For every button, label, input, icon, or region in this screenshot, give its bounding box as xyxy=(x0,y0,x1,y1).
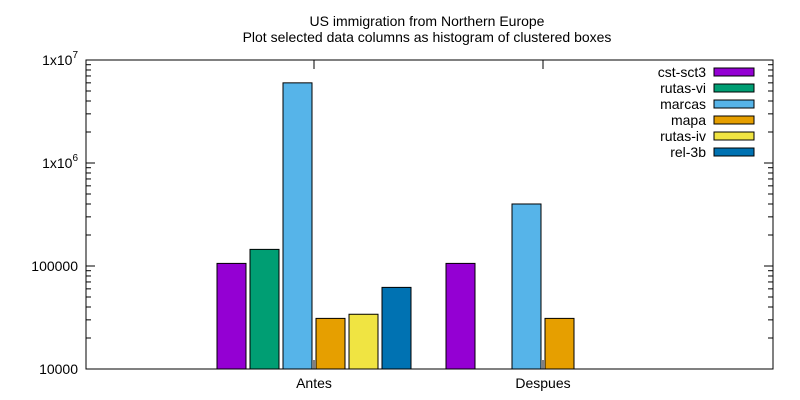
bar-mapa xyxy=(315,317,346,370)
x-tick-label: Despues xyxy=(515,375,570,391)
legend-swatch xyxy=(713,147,755,157)
y-tick-label: 100000 xyxy=(31,258,78,274)
bar-marcas xyxy=(282,82,313,370)
chart-subtitle: Plot selected data columns as histogram … xyxy=(243,29,612,45)
legend-label: cst-sct3 xyxy=(658,64,706,80)
bar-marcas xyxy=(511,203,542,370)
chart-title: US immigration from Northern Europe xyxy=(310,13,545,29)
y-axis: 10000 100000 1x106 1x107 xyxy=(31,50,773,377)
bar-cst-sct3 xyxy=(445,262,476,370)
legend-swatch xyxy=(713,131,755,141)
bars xyxy=(216,82,575,370)
bar-mapa xyxy=(544,317,575,370)
bar-rutas-iv xyxy=(348,313,379,370)
legend-swatch xyxy=(713,83,755,93)
x-tick-label: Antes xyxy=(296,375,332,391)
legend-swatch xyxy=(713,67,755,77)
bar-rutas-vi xyxy=(249,248,280,370)
y-tick-label: 10000 xyxy=(39,361,78,377)
legend-label: rutas-vi xyxy=(660,80,706,96)
bar-cst-sct3 xyxy=(216,262,247,370)
bar-rel-3b xyxy=(381,286,412,370)
y-tick-label: 1x107 xyxy=(42,50,78,68)
legend-swatch xyxy=(713,99,755,109)
legend-label: mapa xyxy=(671,112,706,128)
legend-swatch xyxy=(713,115,755,125)
plot-frame xyxy=(85,59,774,370)
legend-label: marcas xyxy=(660,96,706,112)
legend-label: rutas-iv xyxy=(660,128,706,144)
legend-label: rel-3b xyxy=(670,144,706,160)
x-axis: Antes Despues xyxy=(296,60,571,391)
y-tick-label: 1x106 xyxy=(42,153,78,171)
